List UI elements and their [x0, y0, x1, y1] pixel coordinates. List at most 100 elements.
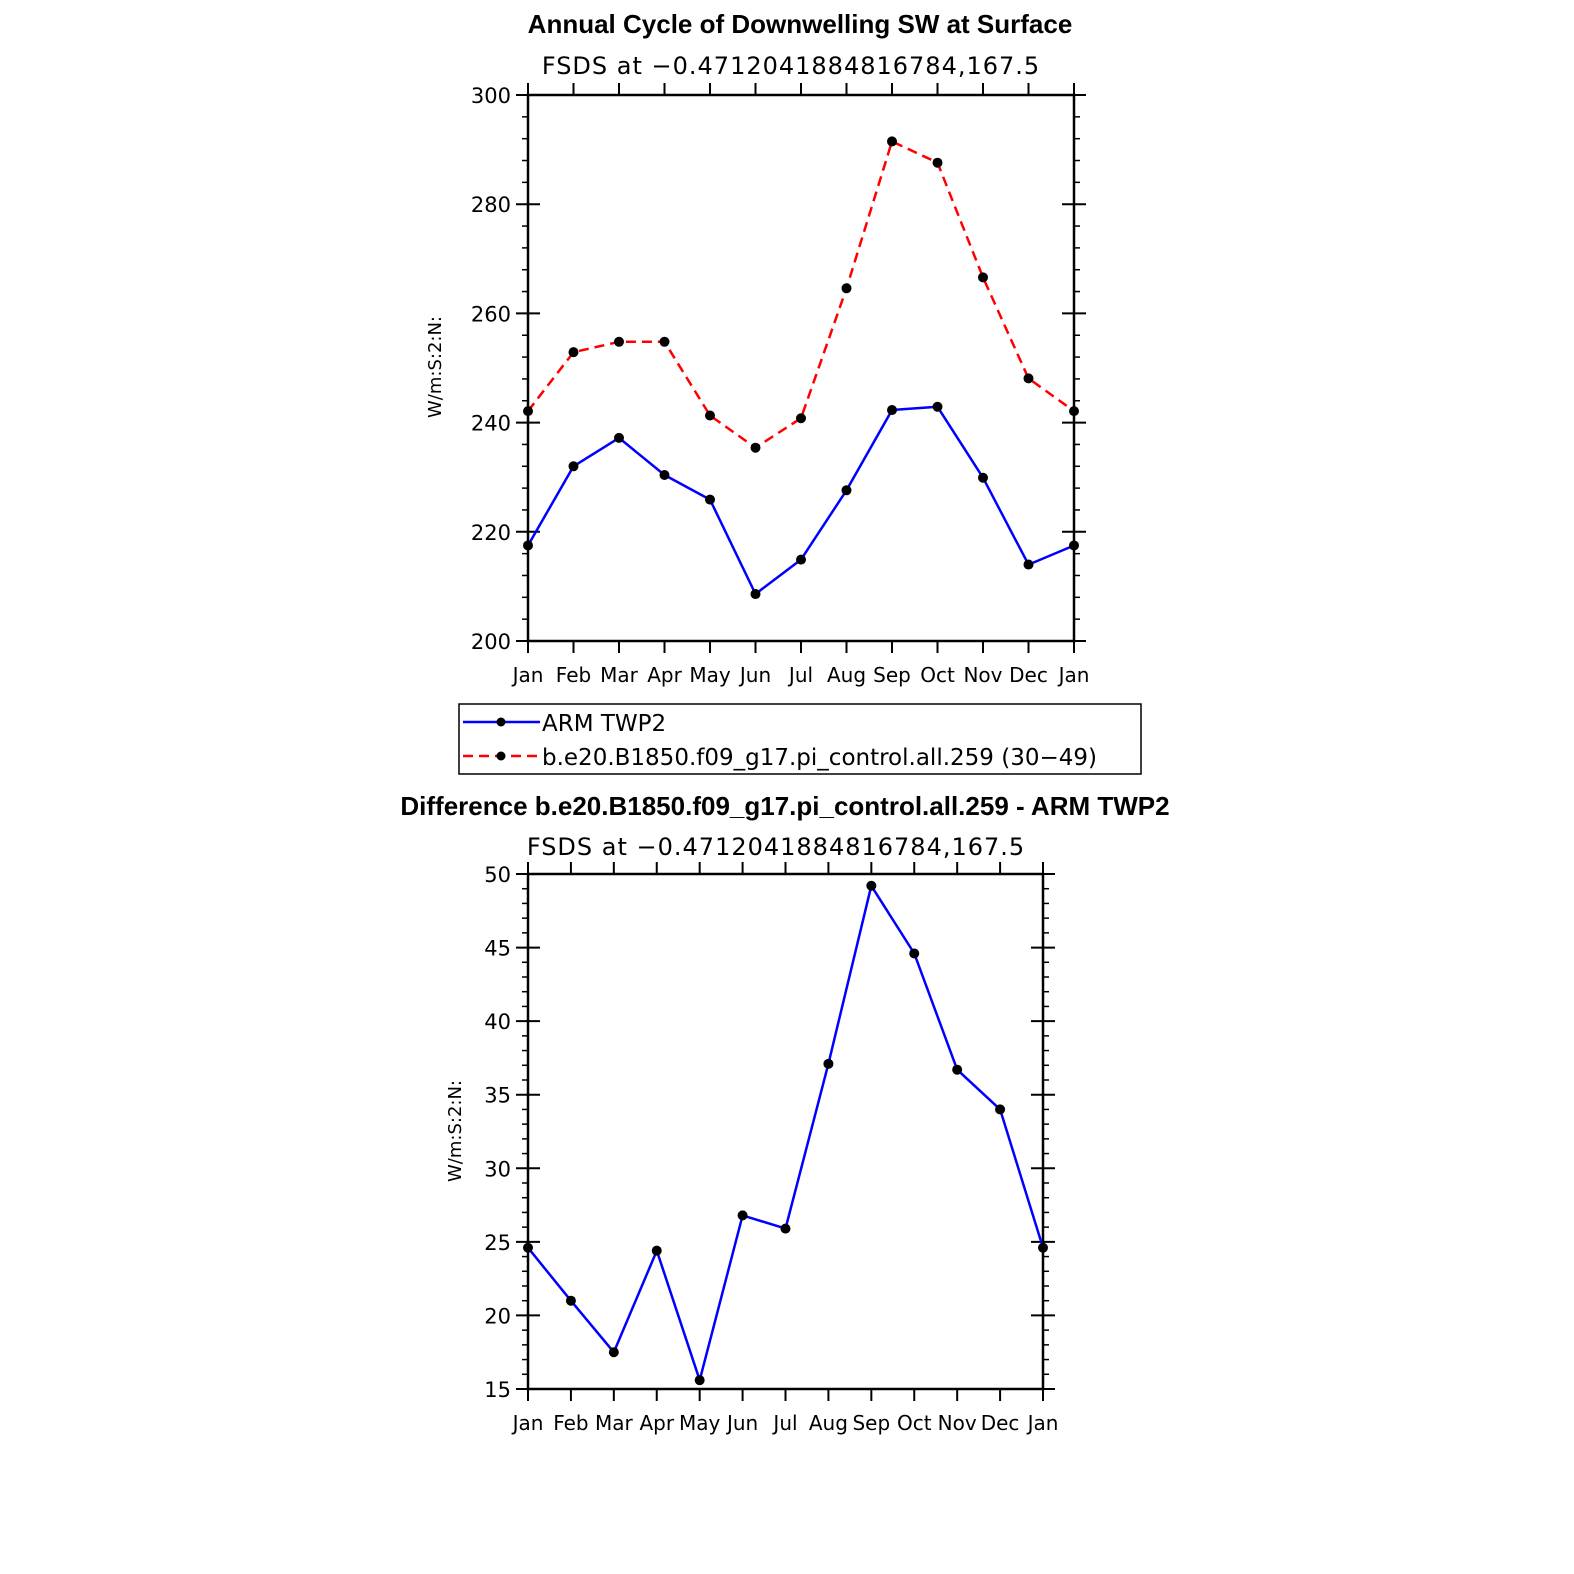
- legend-marker-arm: [496, 717, 506, 727]
- bottom-series-0-point: [952, 1064, 963, 1075]
- top-xtick-label: Jun: [738, 663, 771, 687]
- top-series-1-point: [1023, 373, 1034, 384]
- top-series-1-point: [523, 406, 533, 417]
- top-series-0-point: [614, 432, 624, 443]
- top-xtick-label: May: [689, 663, 731, 687]
- bottom-xtick-label: Jun: [725, 1411, 758, 1435]
- top-ytick-label: 240: [471, 412, 511, 436]
- bottom-series-0-point: [780, 1223, 791, 1234]
- legend-item-model: b.e20.B1850.f09_g17.pi_control.all.259 (…: [463, 745, 1097, 771]
- top-ytick-label: 300: [471, 84, 511, 108]
- bottom-chart-title: Difference b.e20.B1850.f09_g17.pi_contro…: [400, 791, 1169, 821]
- top-series-1-point: [1069, 406, 1079, 417]
- bottom-series-0-point: [1038, 1242, 1048, 1253]
- top-xtick-label: Dec: [1009, 663, 1048, 687]
- bottom-series-0-point: [823, 1058, 834, 1069]
- bottom-series-0-point: [651, 1245, 662, 1256]
- bottom-xtick-label: Dec: [981, 1411, 1020, 1435]
- bottom-xtick-label: Jul: [771, 1411, 797, 1435]
- bottom-chart-ylabel: W/m:S:2:N:: [445, 1080, 466, 1182]
- top-xtick-label: Mar: [600, 663, 639, 687]
- top-series-0-point: [1069, 540, 1079, 551]
- bottom-series-0-point: [995, 1104, 1006, 1115]
- bottom-ytick-label: 35: [484, 1084, 511, 1108]
- top-series-0-point: [1023, 559, 1034, 570]
- bottom-series-0-point: [565, 1295, 576, 1306]
- top-ytick-label: 200: [471, 630, 511, 654]
- bottom-xtick-label: Feb: [553, 1411, 588, 1435]
- bottom-series-0-point: [909, 948, 920, 959]
- bottom-plot-area: Jan Feb Mar Apr May Jun Jul Aug Sep Oct Nov Dec Jan1…: [484, 862, 1058, 1435]
- top-series-0-point: [932, 401, 943, 412]
- legend-marker-model: [496, 751, 506, 761]
- top-series-0-point: [887, 405, 897, 416]
- top-series-1-point: [841, 283, 852, 294]
- top-xtick-label: Aug: [827, 663, 866, 687]
- top-chart-title: Annual Cycle of Downwelling SW at Surfac…: [528, 9, 1073, 39]
- top-xtick-label: Jan: [1057, 663, 1090, 687]
- bottom-xtick-label: Sep: [852, 1411, 890, 1435]
- bottom-series-0-point: [523, 1242, 533, 1253]
- top-series-0-line: [526, 405, 1075, 596]
- bottom-xtick-label: Oct: [897, 1411, 932, 1435]
- bottom-ytick-label: 50: [484, 863, 511, 887]
- legend-label-arm: ARM TWP2: [542, 711, 666, 737]
- top-series-0-point: [659, 470, 670, 481]
- top-series-1-point: [796, 413, 806, 424]
- bottom-series-0-point: [608, 1347, 619, 1358]
- legend-box: [458, 703, 1142, 775]
- top-series-0-point: [796, 554, 806, 565]
- top-series-1-line: [527, 140, 1075, 449]
- top-xtick-label: Jul: [787, 663, 813, 687]
- top-series-1-point: [887, 136, 897, 147]
- top-xtick-label: Sep: [873, 663, 911, 687]
- top-xtick-label: Oct: [920, 663, 955, 687]
- top-xtick-label: Jan: [511, 663, 544, 687]
- top-ytick-label: 280: [471, 193, 511, 217]
- bottom-ytick-label: 30: [484, 1157, 511, 1181]
- top-series-0-point: [750, 589, 761, 600]
- top-series-1-point: [750, 442, 761, 453]
- bottom-series-0-point: [737, 1210, 748, 1221]
- top-ytick-label: 260: [471, 302, 511, 326]
- bottom-chart: Difference b.e20.B1850.f09_g17.pi_contro…: [400, 791, 1169, 1435]
- legend: ARM TWP2 b.e20.B1850.f09_g17.pi_control.…: [458, 703, 1142, 775]
- top-series-1-point: [932, 157, 943, 168]
- top-series-1-point: [614, 336, 624, 347]
- legend-label-model: b.e20.B1850.f09_g17.pi_control.all.259 (…: [542, 745, 1097, 771]
- bottom-ytick-label: 45: [484, 937, 511, 961]
- top-xtick-label: Apr: [647, 663, 682, 687]
- top-series-1-point: [568, 347, 579, 358]
- top-series-1-point: [705, 410, 715, 421]
- bottom-xtick-label: Jan: [511, 1411, 544, 1435]
- top-series-1-point: [659, 336, 670, 347]
- bottom-frame: [526, 872, 1045, 1391]
- bottom-xtick-label: Jan: [1026, 1411, 1059, 1435]
- bottom-chart-subtitle: FSDS at −0.4712041884816784,167.5: [527, 833, 1025, 861]
- bottom-xtick-label: Apr: [639, 1411, 674, 1435]
- bottom-series-0-point: [694, 1375, 705, 1386]
- bottom-ytick-label: 40: [484, 1010, 511, 1034]
- top-chart: Annual Cycle of Downwelling SW at Surfac…: [425, 9, 1089, 687]
- bottom-series-0-line: [527, 884, 1045, 1382]
- top-chart-ylabel: W/m:S:2:N:: [425, 316, 446, 418]
- top-series-1-point: [978, 272, 988, 283]
- bottom-xtick-label: Aug: [809, 1411, 848, 1435]
- top-series-0-point: [568, 461, 579, 472]
- bottom-series-0-point: [866, 880, 877, 891]
- top-xtick-label: Nov: [963, 663, 1002, 687]
- legend-item-arm: ARM TWP2: [463, 711, 666, 737]
- top-xtick-label: Feb: [556, 663, 591, 687]
- bottom-ytick-label: 20: [484, 1304, 511, 1328]
- bottom-xtick-label: May: [679, 1411, 721, 1435]
- top-series-0-point: [523, 540, 533, 551]
- bottom-ytick-label: 25: [484, 1231, 511, 1255]
- top-series-0-point: [841, 485, 852, 496]
- bottom-ytick-label: 15: [484, 1378, 511, 1402]
- bottom-xtick-label: Nov: [938, 1411, 977, 1435]
- top-ytick-label: 220: [471, 521, 511, 545]
- top-series-0-point: [705, 494, 715, 505]
- top-plot-area: Jan Feb Mar Apr May Jun Jul Aug Sep Oct Nov Dec Jan2…: [471, 83, 1090, 687]
- top-series-0-point: [978, 472, 988, 483]
